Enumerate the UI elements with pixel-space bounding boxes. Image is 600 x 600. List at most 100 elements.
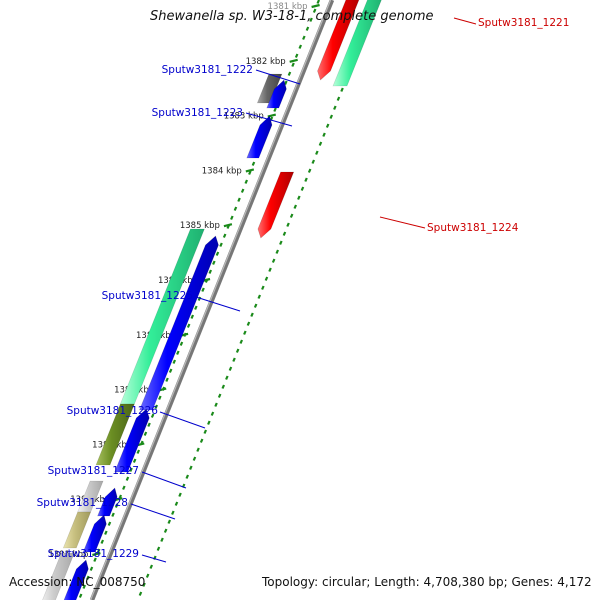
gene-label: Sputw3181_1227 bbox=[48, 465, 139, 477]
tick-dot bbox=[246, 321, 251, 326]
tick-dot bbox=[215, 251, 220, 256]
tick-dot bbox=[165, 377, 169, 382]
tick-dot bbox=[114, 503, 119, 508]
tick-dot bbox=[167, 519, 172, 524]
tick-dot bbox=[307, 168, 312, 173]
tick-dot bbox=[304, 177, 308, 182]
tick-dot bbox=[239, 339, 244, 344]
tick-dot bbox=[293, 204, 298, 209]
gene-arrow bbox=[114, 408, 150, 473]
tick-dot bbox=[316, 0, 321, 4]
tick-dot bbox=[154, 404, 159, 409]
accession-text: Accession: NC_008750 bbox=[9, 575, 146, 589]
backbone bbox=[89, 0, 335, 600]
tick-dot bbox=[160, 537, 164, 542]
kbp-tick-label: 1383 kbp bbox=[224, 112, 264, 122]
tick-dot bbox=[248, 170, 252, 175]
tick-dot bbox=[298, 44, 303, 49]
tick-dot bbox=[122, 485, 126, 490]
tick-dot bbox=[325, 123, 330, 128]
label-leader bbox=[159, 411, 206, 429]
tick-dot bbox=[253, 303, 258, 308]
kbp-tick bbox=[289, 58, 298, 63]
tick-dot bbox=[300, 186, 305, 191]
tick-dot bbox=[89, 566, 94, 571]
tick-dot bbox=[336, 96, 341, 101]
tick-dot bbox=[190, 314, 195, 319]
tick-dot bbox=[305, 26, 310, 31]
tick-dot bbox=[104, 530, 108, 535]
tick-dot bbox=[185, 474, 190, 479]
tick-dot bbox=[235, 348, 240, 353]
tick-dot bbox=[275, 249, 280, 254]
label-leader bbox=[195, 296, 241, 312]
tick-dot bbox=[284, 80, 288, 85]
tick-dot bbox=[196, 447, 200, 452]
gene-features bbox=[42, 0, 382, 600]
tick-dot bbox=[143, 431, 148, 436]
gene-label: Sputw3181_1228 bbox=[37, 497, 128, 509]
tick-dot bbox=[243, 330, 247, 335]
gene-label: Sputw3181_1223 bbox=[152, 107, 243, 119]
tick-dot bbox=[197, 296, 202, 301]
tick-dot bbox=[172, 359, 177, 364]
tick-dot bbox=[179, 341, 184, 346]
tick-dot bbox=[203, 429, 208, 434]
tick-dot bbox=[93, 557, 97, 562]
tick-dot bbox=[163, 528, 168, 533]
tick-dot bbox=[257, 294, 262, 299]
tick-dot bbox=[286, 222, 290, 227]
tick-dot bbox=[199, 438, 204, 443]
tick-dot bbox=[156, 546, 161, 551]
label-leader bbox=[245, 112, 293, 127]
cog-box bbox=[62, 511, 92, 549]
tick-dot bbox=[221, 384, 226, 389]
tick-dot bbox=[189, 465, 193, 470]
kbp-tick bbox=[311, 3, 320, 9]
tick-dot bbox=[86, 575, 90, 580]
tick-dot bbox=[100, 539, 105, 544]
gene-label: Sputw3181_1224 bbox=[427, 222, 519, 234]
tick-dot bbox=[222, 233, 227, 238]
tick-dot bbox=[150, 413, 155, 418]
tick-dot bbox=[111, 512, 115, 517]
cog-box bbox=[95, 403, 135, 466]
gene-arrow bbox=[63, 559, 89, 600]
tick-dot bbox=[282, 231, 287, 236]
gene-label: Sputw3181_1221 bbox=[478, 17, 569, 29]
tick-dot bbox=[194, 305, 198, 310]
tick-dot bbox=[297, 195, 301, 200]
gene-arrow bbox=[257, 171, 295, 239]
tick-dot bbox=[302, 35, 306, 40]
tick-dot bbox=[201, 287, 205, 292]
tick-dot bbox=[178, 492, 182, 497]
gene-arrow bbox=[82, 514, 107, 553]
tick-dot bbox=[271, 258, 276, 263]
cog-box bbox=[332, 0, 382, 87]
tick-dot bbox=[174, 501, 179, 506]
tick-dot bbox=[289, 213, 294, 218]
tick-dot bbox=[311, 159, 316, 164]
gene-arrow bbox=[266, 79, 287, 109]
tick-dot bbox=[207, 420, 211, 425]
tick-dot bbox=[237, 197, 241, 202]
backbone-highlight bbox=[90, 0, 332, 600]
tick-dot bbox=[96, 548, 101, 553]
tick-dot bbox=[142, 582, 146, 587]
label-leader bbox=[130, 503, 176, 520]
label-leader bbox=[453, 17, 477, 25]
topology-text: Topology: circular; Length: 4,708,380 bp… bbox=[262, 575, 592, 589]
cog-box bbox=[42, 552, 75, 600]
gene-arrow bbox=[246, 115, 273, 159]
tick-dot bbox=[261, 285, 265, 290]
tick-dot bbox=[287, 71, 292, 76]
gene-label: Sputw3181_1222 bbox=[162, 64, 253, 76]
tick-dot bbox=[78, 593, 83, 598]
tick-dot bbox=[250, 312, 254, 317]
gene-labels: Sputw3181_1221 Sputw3181_1222 Sputw3181_12… bbox=[37, 17, 570, 560]
tick-dot bbox=[329, 114, 334, 119]
tick-dot bbox=[251, 161, 256, 166]
tick-dot bbox=[268, 267, 272, 272]
